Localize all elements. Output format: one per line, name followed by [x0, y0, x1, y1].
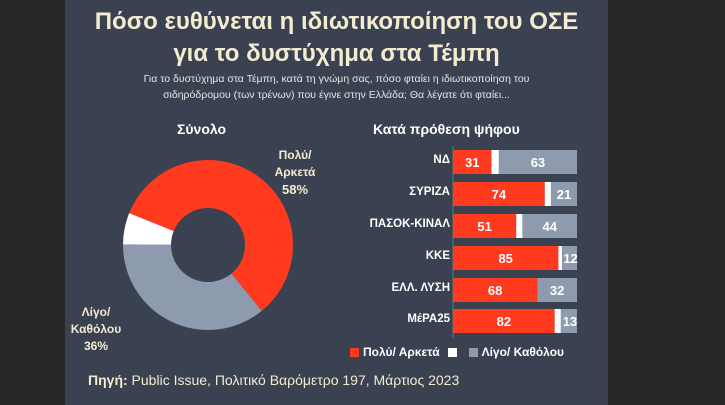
donut-slice-red — [129, 160, 293, 311]
legend: Πολύ/ Αρκετά Λίγο/ Καθόλου — [350, 345, 564, 359]
data-label: 13 — [563, 314, 577, 329]
bar-segment-white — [491, 150, 499, 174]
bar-chart-title: Κατά πρόθεση ψήφου — [373, 121, 520, 137]
donut-slice-gray — [123, 244, 262, 331]
legend-label-gray: Λίγο/ Καθόλου — [481, 345, 565, 359]
donut-label-gray-value: 36% — [83, 339, 109, 353]
source-label: Πηγή: — [88, 372, 128, 388]
legend-label-red: Πολύ/ Αρκετά — [363, 345, 440, 359]
bar-segment-gray — [560, 309, 577, 333]
category-label: ΜέΡΑ25 — [407, 313, 450, 325]
data-label: 51 — [477, 219, 491, 234]
bar-segment-white — [558, 246, 563, 270]
bar-segment-gray — [550, 182, 577, 206]
donut-label-gray-line2: Καθόλου — [70, 322, 122, 336]
donut-slice-white — [123, 213, 174, 245]
donut-label-gray-line1: Λίγο/ — [81, 305, 111, 319]
bar-segment-red — [453, 246, 559, 270]
legend-swatch-white — [447, 347, 457, 357]
data-label: 31 — [465, 155, 479, 170]
bar-segment-gray — [522, 214, 577, 238]
legend-swatch-gray — [468, 347, 478, 357]
category-label: ΚΚΕ — [425, 250, 450, 262]
bar-segment-white — [554, 309, 561, 333]
data-label: 63 — [531, 155, 545, 170]
question-line1: Για το δυστύχημα στα Τέμπη, κατά τη γνώμ… — [143, 73, 530, 85]
bar-segment-gray — [498, 150, 577, 174]
bar-segment-red — [453, 150, 492, 174]
question-text: Για το δυστύχημα στα Τέμπη, κατά τη γνώμ… — [0, 71, 673, 103]
data-label: 32 — [550, 283, 564, 298]
bar-segment-red — [453, 309, 555, 333]
category-label: ΕΛΛ. ΛΥΣΗ — [391, 282, 450, 294]
category-label: ΝΔ — [433, 154, 450, 166]
donut-label-gray: Λίγο/ Καθόλου 36% — [68, 304, 124, 355]
source-note: Πηγή: Public Issue, Πολιτικό Βαρόμετρο 1… — [88, 372, 459, 388]
category-label: ΣΥΡΙΖΑ — [409, 186, 450, 198]
bar-segment-gray — [562, 246, 577, 270]
bar-segment-red — [453, 214, 517, 238]
donut-label-red-value: 58% — [281, 182, 309, 197]
data-label: 85 — [498, 251, 512, 266]
data-label: 82 — [497, 314, 511, 329]
donut-label-red-line2: Αρκετά — [274, 165, 316, 179]
chart-title: Πόσο ευθύνεται η ιδιωτικοποίηση του ΟΣΕ — [94, 8, 579, 35]
bar-segment-gray — [537, 278, 577, 302]
donut-title: Σύνολο — [177, 121, 227, 137]
question-line2: σιδηρόδρομου (των τρένων) που έγινε στην… — [163, 89, 510, 101]
donut-label-red: Πολύ/ Αρκετά 58% — [268, 147, 322, 198]
donut-label-red-line1: Πολύ/ — [278, 148, 312, 162]
bar-segment-white — [516, 214, 523, 238]
bar-segment-red — [453, 278, 538, 302]
data-label: 12 — [563, 251, 577, 266]
source-text: Public Issue, Πολιτικό Βαρόμετρο 197, Μά… — [127, 372, 460, 388]
data-label: 68 — [488, 283, 502, 298]
legend-swatch-red — [350, 347, 359, 357]
data-label: 21 — [557, 187, 571, 202]
chart-title-line2: για το δυστύχημα στα Τέμπη — [173, 40, 500, 67]
bar-segment-white — [544, 182, 551, 206]
bar-segment-red — [453, 182, 545, 206]
category-label: ΠΑΣΟΚ-ΚΙΝΑΛ — [369, 218, 450, 230]
data-label: 74 — [492, 187, 507, 202]
data-label: 44 — [542, 219, 557, 234]
